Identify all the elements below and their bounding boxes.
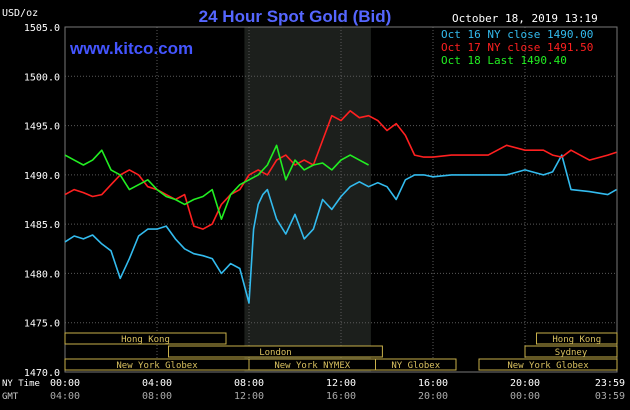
- series-line-oct-18: [64, 144, 369, 220]
- y-tick-label: 1495.0: [24, 122, 60, 133]
- x-tick-label-ny: 00:00: [50, 378, 80, 389]
- x-tick-label-gmt: 08:00: [142, 391, 172, 402]
- y-tick-label: 1475.0: [24, 319, 60, 330]
- x-tick-label-gmt: 16:00: [326, 391, 356, 402]
- y-tick-label: 1480.0: [24, 269, 60, 280]
- x-tick-label-ny: 08:00: [234, 378, 264, 389]
- plot-frame: [64, 26, 618, 373]
- x-tick-label-ny: 04:00: [142, 378, 172, 389]
- x-tick-label-ny: 23:59: [595, 378, 625, 389]
- x-tick-label-ny: 20:00: [510, 378, 540, 389]
- grid-layer: [64, 26, 618, 373]
- x-tick-label-gmt: 00:00: [510, 391, 540, 402]
- x-tick-label-gmt: 20:00: [418, 391, 448, 402]
- chart-timestamp: October 18, 2019 13:19: [452, 12, 598, 25]
- legend-entry-oct17: Oct 17 NY close 1491.50: [441, 41, 593, 54]
- series-line-oct-17: [64, 110, 617, 230]
- x-tick-label-gmt: 03:59: [595, 391, 625, 402]
- session-label: Hong Kong: [552, 335, 601, 345]
- source-watermark: www.kitco.com: [69, 39, 193, 58]
- session-label: New York NYMEX: [274, 361, 350, 371]
- session-label: Hong Kong: [121, 335, 170, 345]
- session-bar: [536, 332, 618, 345]
- session-label: London: [259, 348, 292, 358]
- chart-title: 24 Hour Spot Gold (Bid): [199, 7, 392, 26]
- legend-entry-oct16: Oct 16 NY close 1490.00: [441, 28, 593, 41]
- x-tick-label-gmt: 04:00: [50, 391, 80, 402]
- session-bar: [478, 358, 618, 371]
- session-label: Sydney: [555, 348, 588, 358]
- x-tick-label-ny: 16:00: [418, 378, 448, 389]
- session-bar: [64, 332, 227, 345]
- nymex-highlight-band: [244, 27, 371, 372]
- x-tick-label-ny: 12:00: [326, 378, 356, 389]
- y-tick-label: 1505.0: [24, 23, 60, 34]
- y-tick-label: 1485.0: [24, 220, 60, 231]
- series-line-oct-16: [64, 154, 617, 304]
- session-label: NY Globex: [391, 361, 440, 371]
- x-axis-label-ny: NY Time: [2, 379, 40, 389]
- x-tick-label-gmt: 12:00: [234, 391, 264, 402]
- session-bar: [168, 345, 383, 358]
- x-axis-label-gmt: GMT: [2, 392, 19, 402]
- axis-layer: 1505.0 1500.0 1495.0 1490.0 1485.0 1480.0 1475…: [24, 23, 625, 402]
- series-layer: [64, 110, 617, 304]
- y-axis-label: USD/oz: [2, 8, 38, 19]
- y-tick-label: 1490.0: [24, 171, 60, 182]
- session-bar: [524, 345, 618, 358]
- session-label: New York Globex: [116, 361, 198, 371]
- y-tick-label: 1470.0: [24, 368, 60, 379]
- y-tick-label: 1500.0: [24, 72, 60, 83]
- session-label: New York Globex: [507, 361, 589, 371]
- legend-entry-oct18: Oct 18 Last 1490.40: [441, 54, 567, 67]
- legend: Oct 16 NY close 1490.00 Oct 17 NY close …: [441, 28, 593, 67]
- session-bar: [375, 358, 457, 371]
- session-layer: Hong Kong Hong Kong Sydney London New York G…: [64, 332, 618, 371]
